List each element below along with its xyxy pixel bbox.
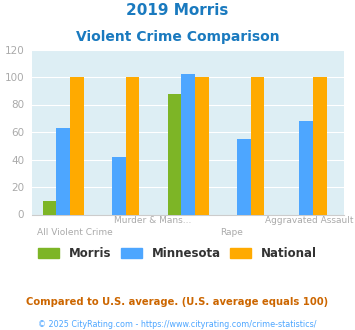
- Text: Rape: Rape: [220, 228, 242, 237]
- Bar: [56, 128, 70, 214]
- Bar: [112, 157, 126, 214]
- Bar: [70, 77, 84, 214]
- Text: Violent Crime Comparison: Violent Crime Comparison: [76, 30, 279, 44]
- Bar: [237, 139, 251, 214]
- Text: Aggravated Assault: Aggravated Assault: [265, 216, 354, 225]
- Bar: [313, 77, 327, 214]
- Text: © 2025 CityRating.com - https://www.cityrating.com/crime-statistics/: © 2025 CityRating.com - https://www.city…: [38, 320, 317, 329]
- Bar: [299, 121, 313, 214]
- Text: 2019 Morris: 2019 Morris: [126, 3, 229, 18]
- Bar: [181, 74, 195, 215]
- Text: All Violent Crime: All Violent Crime: [37, 228, 113, 237]
- Bar: [43, 201, 56, 214]
- Text: Compared to U.S. average. (U.S. average equals 100): Compared to U.S. average. (U.S. average …: [26, 297, 329, 307]
- Legend: Morris, Minnesota, National: Morris, Minnesota, National: [33, 242, 322, 265]
- Text: Murder & Mans...: Murder & Mans...: [114, 216, 192, 225]
- Bar: [126, 77, 140, 214]
- Bar: [251, 77, 264, 214]
- Bar: [195, 77, 209, 214]
- Bar: [168, 93, 181, 214]
